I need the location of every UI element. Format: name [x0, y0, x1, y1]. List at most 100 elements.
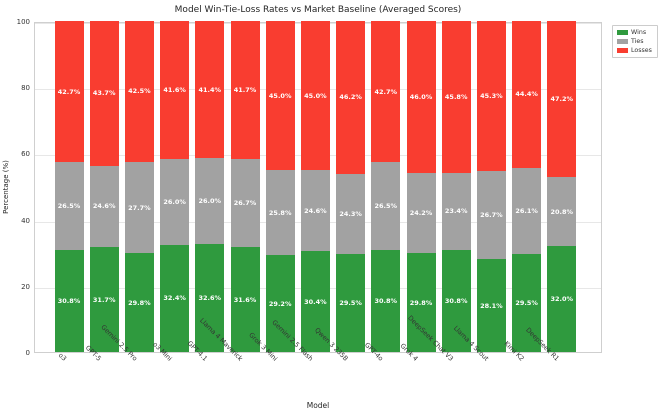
segment-ties: 24.2%: [406, 173, 436, 254]
segment-value-label: 41.7%: [233, 86, 257, 95]
segment-value-label: 26.7%: [480, 210, 503, 219]
segment-wins: 30.8%: [371, 250, 401, 352]
segment-losses: 45.8%: [441, 21, 471, 173]
segment-value-label: 29.5%: [339, 299, 362, 308]
segment-value-label: 41.6%: [163, 85, 186, 94]
segment-ties: 24.6%: [300, 169, 330, 252]
segment-ties: 25.8%: [265, 169, 295, 256]
segment-losses: 45.3%: [476, 20, 506, 171]
x-axis-label: Model: [306, 401, 330, 410]
segment-losses: 43.7%: [89, 21, 119, 166]
segment-wins: 29.8%: [124, 253, 154, 352]
segment-value-label: 24.2%: [409, 209, 433, 218]
segment-value-label: 32.0%: [550, 295, 574, 304]
segment-ties: 24.6%: [89, 165, 119, 248]
bar-o3: 30.8% 26.5% 42.7%: [54, 21, 84, 352]
segment-losses: 45.0%: [265, 21, 295, 170]
segment-value-label: 24.6%: [92, 202, 116, 211]
segment-losses: 42.5%: [124, 21, 154, 162]
segment-value-label: 26.0%: [198, 197, 222, 206]
bar-grok-4: 29.8% 24.2% 46.0%: [406, 21, 436, 352]
segment-losses: 41.6%: [160, 21, 190, 159]
bar-llama-4-scout: 28.1% 26.7% 45.3%: [476, 20, 506, 352]
legend-swatch-wins: [617, 30, 628, 35]
segment-value-label: 30.4%: [304, 297, 327, 306]
segment-wins: 30.4%: [300, 251, 330, 352]
segment-value-label: 24.3%: [339, 210, 362, 219]
legend-item-losses: Losses: [617, 47, 652, 54]
legend-swatch-losses: [617, 48, 628, 53]
legend-item-wins: Wins: [617, 29, 652, 36]
bar-gpt-4o: 30.8% 26.5% 42.7%: [371, 21, 401, 352]
segment-losses: 41.4%: [195, 21, 225, 159]
segment-value-label: 27.7%: [128, 203, 151, 212]
bar-grok-3-mini: 29.2% 25.8% 45.0%: [265, 21, 295, 352]
segment-value-label: 30.8%: [444, 297, 468, 306]
segment-value-label: 31.7%: [92, 295, 116, 304]
bar-o3-mini: 32.4% 26.0% 41.6%: [160, 21, 190, 352]
y-tick-label: 40: [21, 216, 30, 225]
legend-label: Ties: [631, 38, 644, 45]
segment-value-label: 29.8%: [409, 298, 433, 307]
segment-wins: 32.0%: [547, 246, 577, 352]
segment-value-label: 26.0%: [163, 197, 186, 206]
legend-label: Wins: [631, 29, 647, 36]
segment-ties: 26.5%: [54, 162, 84, 251]
segment-value-label: 20.8%: [550, 207, 574, 216]
segment-losses: 42.7%: [54, 21, 84, 163]
segment-value-label: 30.8%: [57, 297, 81, 306]
segment-value-label: 45.0%: [304, 91, 327, 100]
segment-ties: 26.7%: [476, 170, 506, 259]
segment-value-label: 32.6%: [198, 294, 222, 303]
segment-value-label: 24.6%: [304, 206, 327, 215]
y-tick-label: 0: [25, 349, 30, 357]
segment-value-label: 31.6%: [233, 295, 257, 304]
bar-qwen-3-235b: 29.5% 24.3% 46.2%: [336, 21, 366, 352]
bar-deepseek-r1: 32.0% 20.8% 47.2%: [547, 21, 577, 352]
segment-losses: 42.7%: [371, 21, 401, 163]
segment-value-label: 43.7%: [92, 89, 116, 98]
segment-value-label: 29.5%: [515, 299, 538, 308]
legend-item-ties: Ties: [617, 38, 652, 45]
segment-value-label: 45.3%: [480, 91, 503, 100]
bar-llama-4-maverick: 31.6% 26.7% 41.7%: [230, 21, 260, 352]
segment-ties: 26.5%: [371, 162, 401, 251]
segment-wins: 31.7%: [89, 247, 119, 352]
bar-gpt-4-1: 32.6% 26.0% 41.4%: [195, 21, 225, 352]
segment-value-label: 26.1%: [515, 207, 538, 216]
segment-wins: 29.5%: [512, 254, 542, 352]
segment-losses: 47.2%: [547, 21, 577, 178]
bar-gemini-2-5-pro: 29.8% 27.7% 42.5%: [124, 21, 154, 352]
segment-ties: 27.7%: [124, 161, 154, 254]
segment-value-label: 46.2%: [339, 93, 362, 102]
segment-value-label: 29.8%: [128, 298, 151, 307]
segment-ties: 26.0%: [195, 158, 225, 245]
segment-losses: 46.2%: [336, 21, 366, 174]
segment-losses: 46.0%: [406, 21, 436, 174]
segment-wins: 28.1%: [476, 259, 506, 352]
chart-title: Model Win-Tie-Loss Rates vs Market Basel…: [174, 5, 462, 15]
segment-losses: 45.0%: [300, 21, 330, 170]
segment-value-label: 42.7%: [374, 87, 398, 96]
bar-deepseek-chat-v3: 30.8% 23.4% 45.8%: [441, 21, 471, 352]
segment-ties: 26.7%: [230, 159, 260, 248]
segment-value-label: 29.2%: [268, 299, 292, 308]
segment-value-label: 28.1%: [480, 301, 503, 310]
segment-value-label: 45.0%: [268, 91, 292, 100]
segment-losses: 41.7%: [230, 21, 260, 160]
segment-value-label: 23.4%: [444, 207, 468, 216]
segment-value-label: 26.5%: [374, 202, 398, 211]
segment-value-label: 30.8%: [374, 297, 398, 306]
plot-area: 30.8% 26.5% 42.7% 31.7% 24.6% 43.7% 29.8% 27.7%…: [34, 20, 602, 353]
segment-ties: 23.4%: [441, 172, 471, 251]
segment-wins: 32.4%: [160, 244, 190, 352]
segment-wins: 32.6%: [195, 244, 225, 352]
segment-value-label: 26.7%: [233, 199, 257, 208]
segment-wins: 29.5%: [336, 254, 366, 352]
segment-value-label: 44.4%: [515, 90, 538, 99]
y-tick-label: 20: [21, 282, 30, 291]
segment-ties: 26.1%: [512, 167, 542, 255]
legend-label: Losses: [631, 47, 652, 54]
segment-value-label: 45.8%: [444, 92, 468, 101]
